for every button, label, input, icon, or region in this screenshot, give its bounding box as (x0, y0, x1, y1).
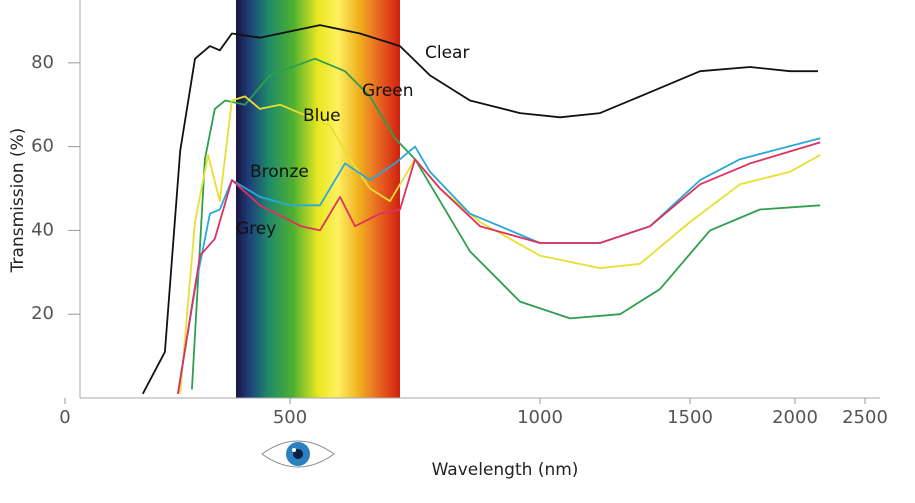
y-axis-title: Transmission (%) (8, 128, 28, 274)
x-tick-label: 0 (59, 407, 70, 428)
series-line (191, 57, 821, 390)
series-label: Green (362, 81, 413, 101)
x-tick-label: 2000 (772, 407, 818, 428)
y-tick-label: 80 (31, 52, 54, 73)
x-tick-label: 500 (273, 407, 307, 428)
y-tick-label: 60 (31, 136, 54, 157)
visible-band (236, 0, 400, 398)
eye-icon (261, 440, 335, 468)
series-label: Bronze (250, 162, 309, 182)
series-label: Grey (236, 219, 276, 239)
x-tick-label: 1000 (517, 407, 563, 428)
series-label: Blue (303, 106, 341, 126)
series-line (179, 95, 821, 394)
y-tick-label: 40 (31, 219, 54, 240)
x-tick-label: 1500 (667, 407, 713, 428)
series-label: Clear (425, 43, 469, 63)
y-tick-label: 20 (31, 303, 54, 324)
series-line (177, 141, 821, 394)
x-axis-title: Wavelength (nm) (432, 460, 579, 480)
series-line (142, 24, 818, 395)
x-tick-label: 2500 (842, 407, 888, 428)
